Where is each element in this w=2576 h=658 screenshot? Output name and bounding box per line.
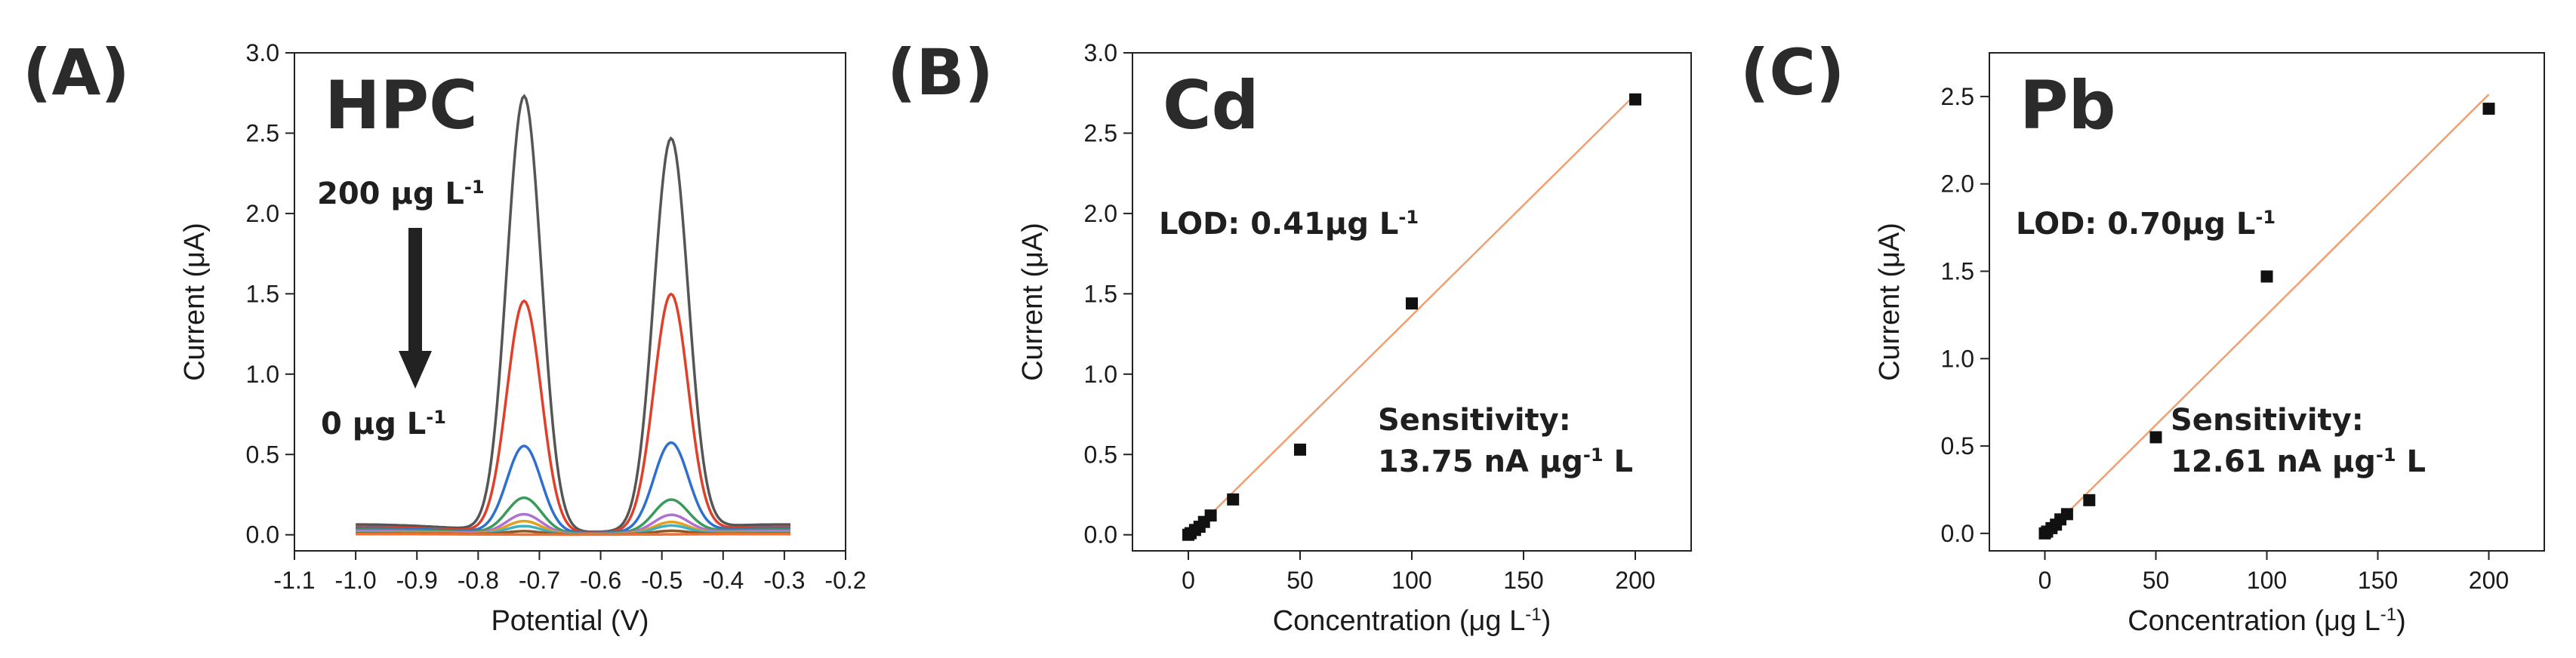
plot-frame [294,52,846,552]
y-tick-label: 1.0 [1084,361,1117,388]
y-tick-label: 2.5 [1941,83,1974,110]
y-tick-label: 1.5 [246,280,279,307]
x-axis-label: Concentration (μg L-1) [2128,604,2406,638]
x-tick-label: 50 [2143,567,2170,594]
series-line-9 [356,532,790,537]
y-tick-label: 0.5 [1941,432,1974,460]
panel-2: (B) 0 50 100 150 200 0.0 0.5 1.0 1.5 2.0 2.5 3.0 Conc… [887,35,1692,638]
data-point [1204,509,1217,522]
panel-label: (B) [887,35,994,109]
x-axis-label: Concentration (μg L-1) [1273,604,1551,638]
panel-label: (A) [23,35,130,109]
x-tick-label: -0.9 [396,567,438,594]
series-line-1 [356,94,790,533]
y-tick-label: 0.0 [1941,520,1974,547]
x-tick-label: 200 [2469,567,2509,594]
y-tick-label: 3.0 [246,39,279,66]
y-tick-label: 1.5 [1084,280,1117,307]
fit-line [2044,94,2490,537]
x-tick-label: -0.4 [702,567,744,594]
y-tick-label: 1.5 [1941,257,1974,284]
panel-1: (A) -1.1 -1.0 -0.9 -0.8 -0.7 -0.6 -0.5 -0.4 -0.3-… [23,35,867,637]
y-tick-label: 0.5 [246,441,279,468]
y-tick-label: 3.0 [1084,39,1117,66]
data-point [2060,508,2073,521]
panel-label: (C) [1740,35,1844,109]
x-tick-label: 150 [2358,567,2398,594]
chart-title: Pb [2020,66,2116,144]
sensitivity-label: Sensitivity: [2171,403,2364,438]
x-tick-label: -1.0 [335,567,377,594]
y-tick-label: 0.0 [246,521,279,549]
y-axis-label: Current (μA) [1017,223,1049,381]
y-tick-label: 0.0 [1084,521,1117,549]
y-tick-label: 2.0 [246,200,279,227]
y-tick-label: 2.0 [1084,200,1117,227]
annotation-bottom: 0 μg L-1 [321,407,446,441]
chart-title: HPC [325,66,478,144]
y-tick-label: 1.0 [1941,345,1974,372]
annotation-top: 200 μg L-1 [317,177,485,211]
y-tick-label: 0.5 [1084,441,1117,468]
y-tick-label: 1.0 [246,361,279,388]
data-point [2260,270,2273,283]
series-line-3 [356,441,790,535]
x-tick-label: -0.3 [763,567,805,594]
sensitivity-value: 12.61 nA μg-1 L [2171,444,2426,479]
sensitivity-value: 13.75 nA μg-1 L [1378,444,1633,479]
x-axis-label: Potential (V) [491,605,649,637]
x-tick-label: -1.1 [273,567,315,594]
x-tick-label: -0.8 [458,567,499,594]
x-tick-label: 50 [1286,567,1314,594]
panel-3: (C) 0 50 100 150 200 0.0 0.5 1.0 1.5 2.0 2.5 Concent… [1740,35,2545,638]
x-tick-label: -0.5 [641,567,683,594]
x-tick-label: -0.2 [824,567,866,594]
y-tick-label: 2.5 [1084,119,1117,146]
data-point [1294,443,1306,456]
lod-label: LOD: 0.70μg L-1 [2016,207,2276,241]
chart-title: Cd [1163,66,1259,144]
x-tick-label: 150 [1503,567,1543,594]
data-point [1406,297,1418,310]
y-tick-label: 2.5 [246,119,279,146]
x-tick-label: -0.7 [519,567,560,594]
x-tick-label: 0 [1182,567,1195,594]
y-axis-label: Current (μA) [179,223,211,381]
x-tick-label: 200 [1615,567,1655,594]
data-point [2482,103,2495,115]
sensitivity-label: Sensitivity: [1378,403,1571,438]
concentration-arrowhead [399,351,432,389]
x-tick-label: 0 [2038,567,2052,594]
data-point [2083,494,2096,506]
lod-label: LOD: 0.41μg L-1 [1159,207,1419,241]
data-point [1227,493,1240,506]
x-tick-label: -0.6 [580,567,621,594]
y-axis-label: Current (μA) [1874,223,1906,381]
x-tick-label: 100 [2247,567,2287,594]
data-point [1629,93,1641,106]
y-tick-label: 2.0 [1941,171,1974,198]
fit-line [1188,94,1636,537]
x-tick-label: 100 [1391,567,1431,594]
data-point [2149,431,2162,444]
